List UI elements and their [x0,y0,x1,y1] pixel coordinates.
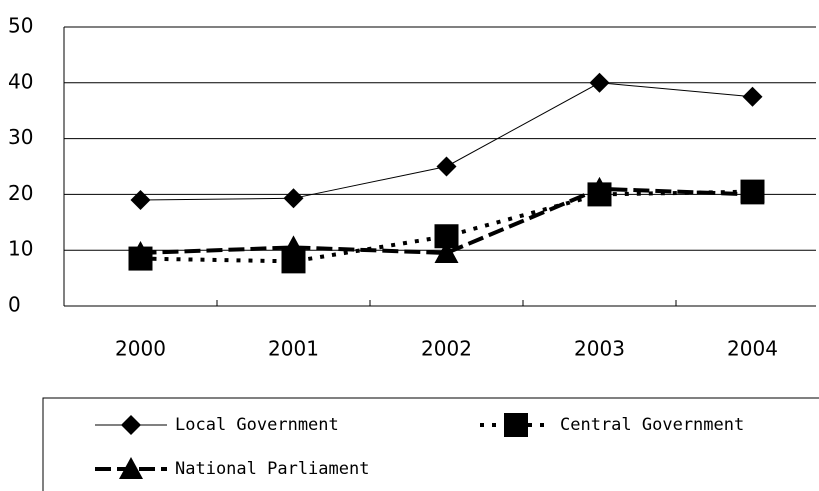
y-tick-label: 10 [8,237,33,261]
marker [121,415,141,435]
x-tick-label: 2003 [574,337,625,361]
x-tick-label: 2000 [115,337,166,361]
series-line [140,189,753,264]
marker [587,176,612,199]
marker [128,240,153,263]
series-line [140,82,753,201]
legend-label: Central Government [560,415,744,435]
marker [434,240,459,263]
marker [504,413,528,437]
series-line [140,186,753,256]
marker [281,235,306,258]
legend-box [42,397,819,491]
marker [589,72,610,93]
marker [742,86,763,107]
legend-label: National Parliament [175,459,369,479]
legend-label: Local Government [175,415,339,435]
marker [130,189,151,210]
marker [740,182,765,205]
y-tick-label: 0 [8,293,21,317]
y-tick-label: 30 [8,125,33,149]
x-tick-label: 2004 [727,337,778,361]
marker [436,156,457,177]
y-tick-label: 40 [8,69,33,93]
x-tick-label: 2002 [421,337,472,361]
marker [119,457,143,479]
y-tick-label: 50 [8,14,33,38]
marker [283,188,304,209]
y-tick-label: 20 [8,181,33,205]
x-tick-label: 2001 [268,337,319,361]
